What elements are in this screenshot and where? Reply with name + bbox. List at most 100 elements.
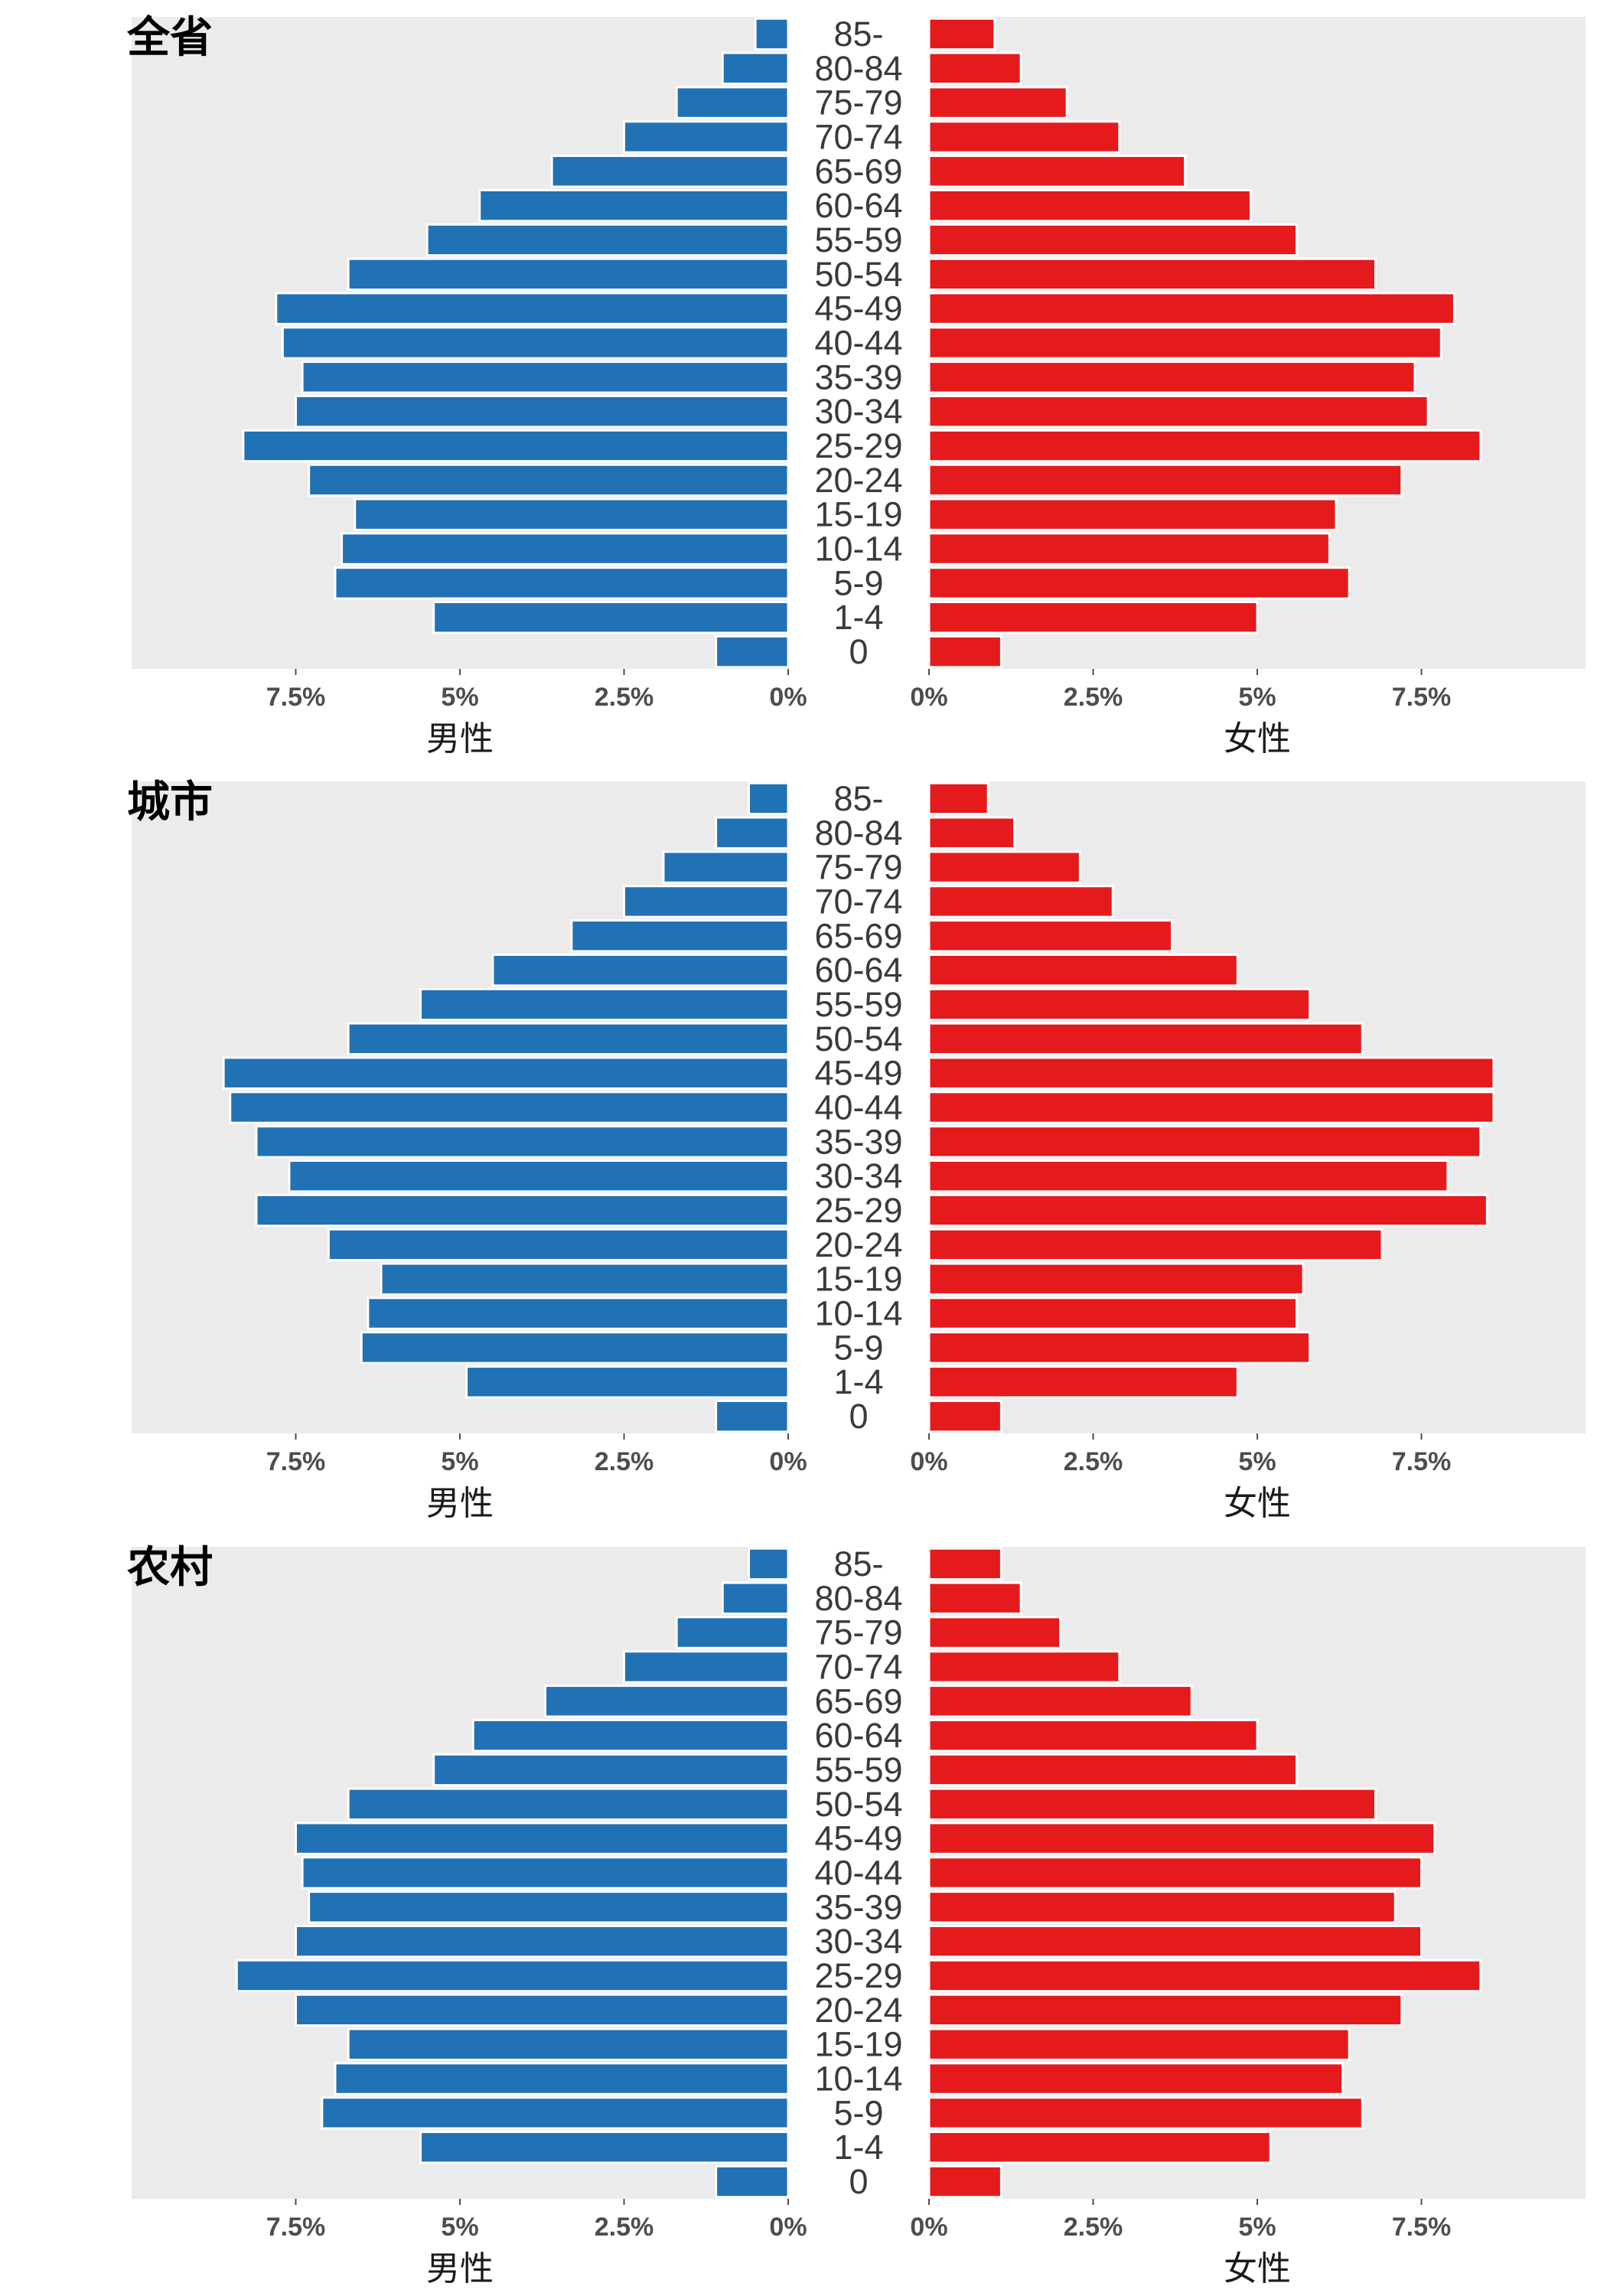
male-bar <box>321 2096 790 2130</box>
male-bar <box>623 885 790 918</box>
female-bar <box>927 2062 1345 2095</box>
age-group-label: 20-24 <box>814 461 902 500</box>
age-group-label: 85- <box>833 1544 883 1583</box>
male-bar <box>715 2164 790 2199</box>
age-group-label: 1-4 <box>833 598 883 637</box>
female-bar <box>927 1125 1482 1159</box>
age-group-label: 80-84 <box>814 1579 902 1618</box>
female-bar <box>927 850 1081 884</box>
female-bar <box>927 51 1022 85</box>
male-bar <box>242 429 790 463</box>
male-bar <box>675 1616 790 1649</box>
male-tick-label: 0% <box>769 683 807 712</box>
female-bar <box>927 1890 1397 1924</box>
male-bar <box>380 1262 790 1296</box>
male-bar <box>715 816 790 850</box>
female-bar <box>927 429 1482 463</box>
female-bar <box>927 2164 1002 2199</box>
female-bar <box>927 1581 1022 1615</box>
female-bar <box>927 781 989 816</box>
female-bar <box>927 395 1429 429</box>
age-group-label: 55-59 <box>814 1750 902 1789</box>
female-bar <box>927 1821 1436 1855</box>
female-tick-label: 2.5% <box>1064 683 1123 712</box>
age-group-label: 70-74 <box>814 1647 902 1686</box>
age-group-label: 45-49 <box>814 289 902 328</box>
male-bar <box>347 2027 790 2061</box>
male-bar <box>623 120 790 154</box>
male-bar <box>275 292 790 325</box>
age-group-label: 55-59 <box>814 220 902 259</box>
age-group-label: 75-79 <box>814 848 902 887</box>
female-bar <box>927 1753 1298 1787</box>
female-bar <box>927 953 1239 987</box>
female-bar <box>927 1091 1495 1124</box>
male-bar <box>465 1365 790 1399</box>
female-bar <box>927 1958 1482 1993</box>
female-bar <box>927 1856 1423 1890</box>
age-group-label: 35-39 <box>814 1122 902 1161</box>
age-group-label: 15-19 <box>814 1260 902 1299</box>
male-tick-label: 0% <box>769 2213 807 2242</box>
male-bar <box>748 1547 790 1581</box>
female-tick-label: 5% <box>1238 1447 1276 1476</box>
age-group-label: 45-49 <box>814 1819 902 1858</box>
female-axis-label: 女性 <box>1224 1484 1291 1523</box>
female-bar <box>927 2027 1351 2061</box>
female-tick-label: 2.5% <box>1064 1447 1123 1476</box>
age-group-label: 35-39 <box>814 357 902 396</box>
age-group-label: 60-64 <box>814 186 902 225</box>
age-group-label: 45-49 <box>814 1054 902 1093</box>
male-tick-label: 7.5% <box>266 683 326 712</box>
female-bar <box>927 292 1455 325</box>
age-group-label: 5-9 <box>833 2093 883 2132</box>
male-tick-label: 5% <box>441 683 478 712</box>
male-bar <box>570 919 790 953</box>
age-group-label: 10-14 <box>814 2060 902 2099</box>
female-tick-label: 0% <box>910 683 947 712</box>
female-bar <box>927 634 1002 669</box>
male-bar <box>715 1399 790 1433</box>
female-bar <box>927 120 1121 154</box>
male-tick-label: 7.5% <box>266 2213 326 2242</box>
male-bar <box>334 566 790 600</box>
female-bar <box>927 1547 1002 1581</box>
female-bar <box>927 17 996 51</box>
age-group-label: 85- <box>833 779 883 818</box>
age-group-label: 80-84 <box>814 49 902 88</box>
age-group-label: 40-44 <box>814 1088 902 1127</box>
panel-title: 全省 <box>126 12 213 63</box>
age-group-label: 30-34 <box>814 392 902 431</box>
age-group-label: 50-54 <box>814 255 902 294</box>
female-bar <box>927 566 1351 600</box>
female-bar <box>927 2096 1364 2130</box>
female-bar <box>927 1365 1239 1399</box>
age-group-label: 70-74 <box>814 117 902 156</box>
male-bar <box>432 1753 790 1787</box>
male-bar <box>295 1993 790 2027</box>
male-bar <box>255 1125 790 1159</box>
female-bar <box>927 86 1068 119</box>
age-group-label: 55-59 <box>814 985 902 1024</box>
male-tick-label: 7.5% <box>266 1447 326 1476</box>
female-tick-label: 5% <box>1238 2213 1276 2242</box>
age-group-label: 70-74 <box>814 882 902 921</box>
age-group-label: 1-4 <box>833 2128 883 2167</box>
female-bar <box>927 1684 1193 1718</box>
male-tick-label: 2.5% <box>595 1447 654 1476</box>
male-bar <box>308 463 790 497</box>
male-axis-label: 男性 <box>426 2249 494 2288</box>
male-bar <box>281 326 790 360</box>
male-tick-label: 0% <box>769 1447 807 1476</box>
male-bar <box>334 2062 790 2095</box>
male-axis-label: 男性 <box>426 1484 494 1523</box>
female-bar <box>927 223 1298 257</box>
age-group-label: 25-29 <box>814 1191 902 1230</box>
male-bar <box>425 223 790 257</box>
male-bar <box>354 497 790 531</box>
age-group-label: 10-14 <box>814 530 902 569</box>
age-group-label: 25-29 <box>814 426 902 465</box>
male-tick-label: 5% <box>441 1447 478 1476</box>
male-tick-label: 2.5% <box>595 683 654 712</box>
age-group-label: 0 <box>849 1397 868 1436</box>
